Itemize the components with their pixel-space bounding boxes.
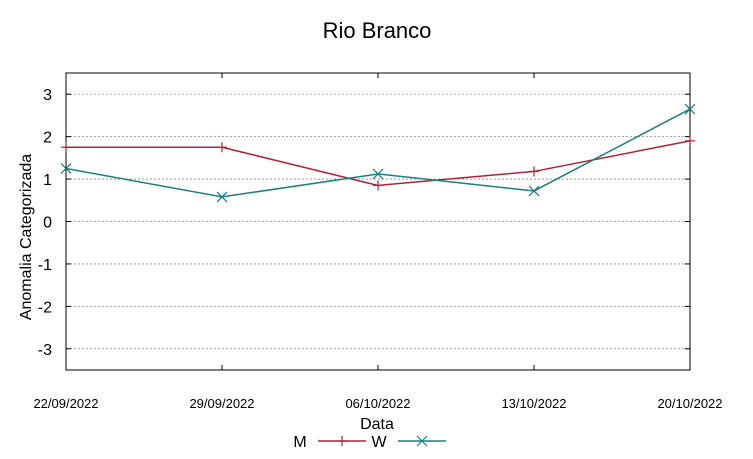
y-tick-label: 2 [43, 130, 52, 147]
y-tick-label: 0 [43, 215, 52, 232]
x-axis-label: Data [360, 416, 394, 433]
data-point-M [61, 142, 71, 153]
data-point-M [529, 166, 539, 177]
data-point-M [685, 135, 695, 146]
y-tick-label: -2 [38, 299, 52, 316]
data-point-W [60, 163, 72, 174]
data-point-M [217, 142, 227, 153]
y-tick-label: 1 [43, 172, 52, 189]
data-point-M [373, 180, 383, 191]
series-layer [60, 103, 696, 203]
y-tick-label: -1 [38, 257, 52, 274]
y-tick-label: 3 [43, 87, 52, 104]
x-tick-label: 13/10/2022 [501, 396, 566, 411]
data-point-W [372, 168, 384, 180]
y-axis-label: Anomalia Categorizada [18, 154, 35, 320]
x-tick-label: 06/10/2022 [345, 396, 410, 411]
legend-marker-M [337, 436, 347, 446]
data-point-W [216, 191, 228, 203]
x-tick-label: 29/09/2022 [189, 396, 254, 411]
y-tick-label: -3 [38, 342, 52, 359]
data-point-W [684, 103, 696, 115]
legend-marker-W [416, 435, 428, 447]
legend-label-M: M [293, 434, 306, 451]
x-tick-label: 20/10/2022 [657, 396, 722, 411]
x-tick-label: 22/09/2022 [33, 396, 98, 411]
grid [66, 93, 690, 350]
chart-title: Rio Branco [323, 18, 432, 43]
data-point-W [528, 185, 540, 197]
legend-label-W: W [371, 434, 387, 451]
y-axis-ticks: 3 2 1 0 -1 -2 -3 [38, 87, 690, 359]
x-axis-ticks: 22/09/2022 29/09/2022 06/10/2022 13/10/2022… [33, 73, 723, 411]
